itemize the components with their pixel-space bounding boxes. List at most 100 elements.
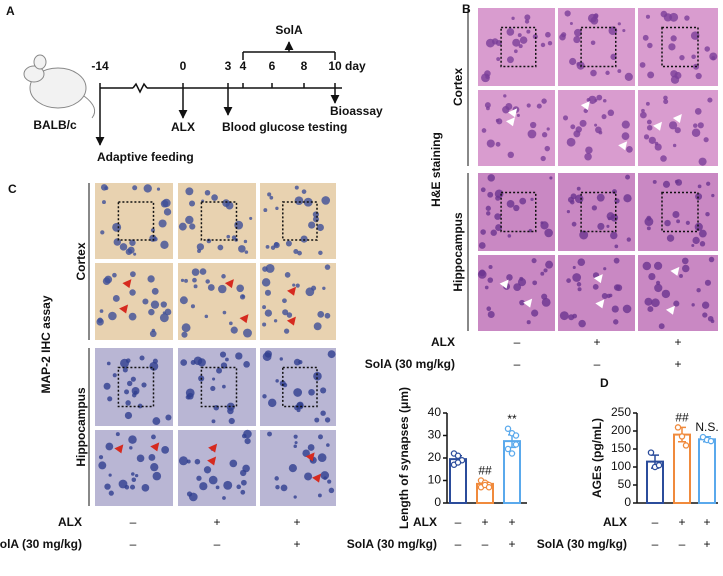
cell xyxy=(222,496,226,500)
data-point xyxy=(682,442,690,449)
cell xyxy=(566,137,576,147)
stain-label: H&E staining xyxy=(429,132,443,207)
cell xyxy=(578,319,586,328)
cell xyxy=(494,213,501,220)
cell xyxy=(188,200,196,207)
cell xyxy=(672,210,680,219)
y-tick-label: 250 xyxy=(611,405,631,419)
cell xyxy=(694,222,703,232)
cell xyxy=(623,194,632,203)
cell xyxy=(570,124,576,130)
significance-label: ## xyxy=(478,464,492,478)
cell xyxy=(613,257,620,264)
cell xyxy=(652,179,657,184)
cell xyxy=(490,229,497,236)
zoom-box xyxy=(500,26,537,68)
cell xyxy=(99,309,104,313)
cell xyxy=(477,270,487,279)
cell xyxy=(541,297,551,307)
cell xyxy=(570,193,577,200)
cell xyxy=(487,174,495,182)
cell xyxy=(327,350,336,359)
cell xyxy=(288,464,297,473)
arrowhead xyxy=(286,316,296,326)
stain-label: MAP-2 IHC assay xyxy=(39,295,53,393)
cell xyxy=(186,392,194,400)
data-point xyxy=(655,461,663,469)
cell xyxy=(149,234,157,242)
cell xyxy=(314,417,320,423)
cell xyxy=(225,357,229,362)
cell xyxy=(262,322,267,327)
treatment-sign: – xyxy=(652,537,659,551)
cell xyxy=(672,143,677,148)
cell xyxy=(610,231,618,240)
panel-label: C xyxy=(8,182,17,196)
cell xyxy=(532,280,538,286)
treatment-sign: + xyxy=(481,515,488,529)
treatment-sign: – xyxy=(455,537,462,551)
treatment-sign: + xyxy=(293,537,300,551)
cell xyxy=(180,278,185,282)
cell xyxy=(112,272,117,278)
treatment-sign: + xyxy=(674,357,681,371)
zoom-box xyxy=(580,26,617,68)
cell xyxy=(588,95,597,105)
cell xyxy=(112,222,122,232)
cell xyxy=(691,303,695,307)
cell xyxy=(275,379,279,383)
data-point xyxy=(512,432,520,439)
data-point xyxy=(678,433,686,440)
cell xyxy=(222,384,226,389)
cell xyxy=(681,264,690,273)
cell xyxy=(193,284,198,289)
y-tick-label: 0 xyxy=(434,495,441,509)
cell xyxy=(148,308,155,316)
cell xyxy=(141,484,150,492)
cell xyxy=(691,128,701,138)
cell xyxy=(328,487,335,494)
cell xyxy=(106,361,111,366)
cell xyxy=(605,70,610,76)
cell xyxy=(160,200,169,208)
cell xyxy=(513,283,522,292)
cell xyxy=(133,390,138,395)
cell xyxy=(559,33,566,41)
cell xyxy=(646,226,651,231)
micrograph xyxy=(478,173,555,251)
cell xyxy=(313,322,322,331)
cell xyxy=(574,194,584,204)
cell xyxy=(704,46,711,52)
significance-label: N.S. xyxy=(695,420,718,434)
zoom-box xyxy=(117,201,155,241)
treatment-row-name: SolA (30 mg/kg) xyxy=(0,537,82,551)
micrograph xyxy=(178,348,256,426)
cell xyxy=(161,446,170,454)
y-tick-label: 200 xyxy=(611,423,631,437)
cell xyxy=(481,128,487,133)
cell xyxy=(670,35,677,42)
cell xyxy=(673,300,680,307)
cell xyxy=(115,432,120,437)
cell xyxy=(707,97,713,103)
cell xyxy=(304,472,313,481)
cell xyxy=(691,54,696,60)
cell xyxy=(318,250,323,256)
cell xyxy=(663,95,668,101)
cell xyxy=(294,441,298,445)
cell xyxy=(541,132,548,138)
arrowhead xyxy=(239,314,249,324)
cell xyxy=(274,476,279,481)
cell xyxy=(485,205,491,211)
cell xyxy=(204,189,211,196)
cell xyxy=(222,199,230,207)
cell xyxy=(122,367,128,373)
cell xyxy=(193,356,203,366)
cell xyxy=(596,193,605,202)
cell xyxy=(236,484,242,490)
cell xyxy=(540,42,546,48)
cell xyxy=(236,284,244,293)
y-axis-label: AGEs (pg/mL) xyxy=(590,418,604,498)
cell xyxy=(573,35,581,44)
cell xyxy=(104,186,109,191)
